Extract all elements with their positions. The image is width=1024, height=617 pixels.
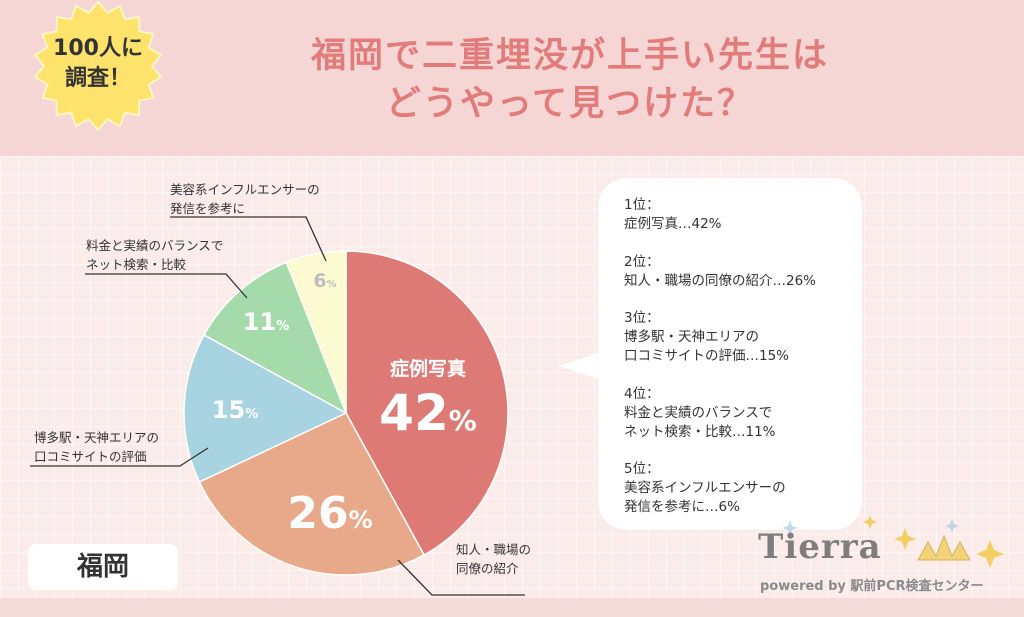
rank-1-head: 1位： (624, 197, 660, 213)
survey-badge: 100人に 調査！ (18, 0, 178, 140)
badge-burst-icon (33, 0, 163, 132)
pie-slice-3 (183, 333, 348, 483)
rank-5-body2: 発信を参考に…6% (624, 499, 740, 515)
callout-2-line1: 知人・職場の (456, 542, 532, 557)
region-tag: 福岡 (76, 552, 129, 582)
ranking-bubble (598, 178, 862, 530)
pie-slice-5 (285, 250, 347, 414)
footer-band (0, 598, 1024, 617)
rank-5-body1: 美容系インフルエンサーの (624, 480, 786, 496)
logo-wordmark: Tierra (758, 527, 882, 567)
rank-4-body2: ネット検索・比較…11% (624, 424, 776, 440)
slice-category-label: 症例写真 (390, 357, 466, 380)
leader-line-4 (85, 273, 248, 299)
title-line2: どうやって見つけた？ (385, 84, 755, 124)
rank-3: 3位： 博多駅・天神エリアの 口コミサイトの評価…15% (624, 309, 864, 366)
rank-4-body1: 料金と実績のバランスで (624, 405, 773, 421)
page-title: 福岡で二重埋没が上手い先生は どうやって見つけた？ (250, 32, 890, 128)
rank-5: 5位： 美容系インフルエンサーの 発信を参考に…6% (624, 460, 864, 517)
slice-value-label-3: 15% (212, 396, 258, 424)
logo-subtitle: powered by 駅前PCR検査センター (760, 579, 984, 594)
leader-line-5 (170, 216, 327, 262)
rank-3-body2: 口コミサイトの評価…15% (624, 348, 790, 364)
leader-line-2 (397, 559, 525, 596)
callout-5-line2: 発信を参考に (170, 201, 246, 216)
callout-4-line1: 料金と実績のバランスで (86, 238, 224, 253)
badge-line2: 調査！ (64, 66, 131, 91)
slice-value-label-4: 11% (243, 308, 289, 336)
pie-slice-4 (203, 261, 348, 415)
rank-4-head: 4位： (624, 386, 660, 402)
rank-1-body: 症例写真…42% (624, 216, 722, 232)
callout-2-line2: 同僚の紹介 (456, 561, 519, 576)
rank-2: 2位： 知人・職場の同僚の紹介…26% (624, 253, 864, 291)
callout-4: 料金と実績のバランスで ネット検索・比較 (86, 236, 223, 274)
rank-5-head: 5位： (624, 461, 660, 477)
region-tag-box (28, 544, 178, 590)
badge-line1: 100人に (53, 36, 143, 61)
rank-4: 4位： 料金と実績のバランスで ネット検索・比較…11% (624, 385, 864, 442)
rank-1: 1位： 症例写真…42% (624, 196, 864, 234)
callout-3-line1: 博多駅・天神エリアの (34, 430, 160, 445)
slice-value-label-5: 6% (313, 270, 336, 292)
slice-value-label-1: 42% (379, 384, 477, 442)
callout-5-line1: 美容系インフルエンサーの (170, 182, 320, 197)
leader-line-3 (30, 447, 209, 467)
pie-slice-1 (345, 250, 509, 556)
rank-2-body: 知人・職場の同僚の紹介…26% (624, 273, 817, 289)
callout-5: 美容系インフルエンサーの 発信を参考に (170, 180, 320, 218)
bubble-tail (558, 352, 602, 380)
callout-4-line2: ネット検索・比較 (86, 257, 187, 272)
callout-3-line2: 口コミサイトの評価 (34, 449, 147, 464)
rank-3-head: 3位： (624, 310, 660, 326)
title-line1: 福岡で二重埋没が上手い先生は (310, 36, 829, 76)
slice-value-label-2: 26% (287, 488, 372, 539)
rank-3-body1: 博多駅・天神エリアの (624, 329, 759, 345)
callout-2: 知人・職場の 同僚の紹介 (456, 540, 531, 578)
rank-2-head: 2位： (624, 254, 660, 270)
callout-3: 博多駅・天神エリアの 口コミサイトの評価 (34, 428, 159, 466)
header-band (0, 0, 1024, 156)
pie-slice-2 (198, 412, 426, 576)
